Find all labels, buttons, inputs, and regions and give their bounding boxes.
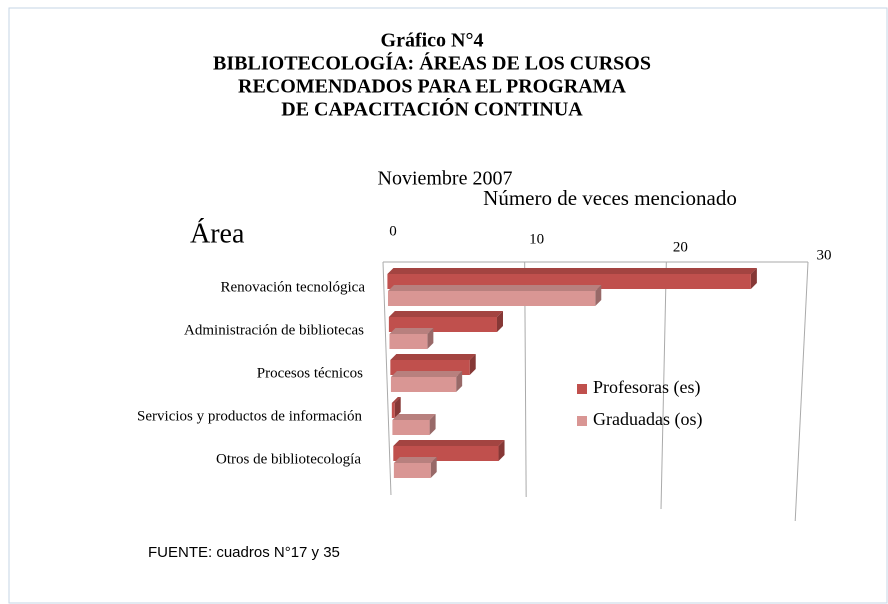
- y-tick-label: Servicios y productos de información: [137, 408, 362, 424]
- bar-side: [750, 268, 757, 289]
- y-tick-label: Administración de bibliotecas: [184, 322, 364, 338]
- x-tick-label: 10: [529, 231, 544, 247]
- bar-top: [387, 285, 602, 291]
- bar-top: [391, 397, 401, 403]
- bar: [393, 463, 431, 478]
- chart-subtitle: Noviembre 2007: [378, 168, 513, 190]
- x-tick-label: 0: [389, 223, 397, 239]
- bar-top: [393, 440, 505, 446]
- bar-side: [456, 371, 463, 392]
- grid-line: [660, 261, 667, 510]
- chart-title: RECOMENDADOS PARA EL PROGRAMA: [238, 76, 627, 98]
- bar: [389, 334, 428, 349]
- bar-top: [387, 268, 757, 274]
- source-note: FUENTE: cuadros N°17 y 35: [148, 544, 340, 561]
- y-tick-label: Otros de bibliotecología: [216, 451, 361, 467]
- y-tick-label: Renovación tecnológica: [220, 279, 365, 295]
- bar-side: [427, 328, 434, 349]
- bar-top: [390, 371, 463, 377]
- bar-side: [498, 440, 505, 461]
- grid-line: [794, 261, 809, 522]
- legend-swatch: [577, 384, 587, 394]
- bar-top: [392, 414, 436, 420]
- x-axis-title: Número de veces mencionado: [483, 186, 737, 210]
- y-axis-title: Área: [190, 218, 245, 249]
- bar-side: [595, 285, 602, 306]
- grid-line: [382, 261, 392, 496]
- legend-swatch: [577, 416, 587, 426]
- bar-top: [390, 354, 476, 360]
- legend-label: Graduadas (os): [593, 409, 702, 430]
- bar-side: [429, 414, 436, 435]
- x-tick-label: 30: [817, 247, 832, 263]
- bar-side: [496, 311, 503, 332]
- bar: [387, 291, 596, 306]
- bar-side: [469, 354, 476, 375]
- bar: [391, 403, 395, 418]
- bar-top: [393, 457, 437, 463]
- bar-side: [430, 457, 437, 478]
- bar-side: [394, 397, 401, 418]
- bar-top: [389, 328, 434, 334]
- legend-label: Profesoras (es): [593, 377, 700, 398]
- y-tick-label: Procesos técnicos: [257, 365, 363, 381]
- chart-title: DE CAPACITACIÓN CONTINUA: [281, 97, 583, 121]
- bar: [392, 420, 430, 435]
- chart-title: Gráfico N°4: [381, 30, 484, 52]
- chart-title: BIBLIOTECOLOGÍA: ÁREAS DE LOS CURSOS: [213, 52, 651, 75]
- x-tick-label: 20: [673, 239, 688, 255]
- bar-top: [388, 311, 503, 317]
- bar: [390, 377, 457, 392]
